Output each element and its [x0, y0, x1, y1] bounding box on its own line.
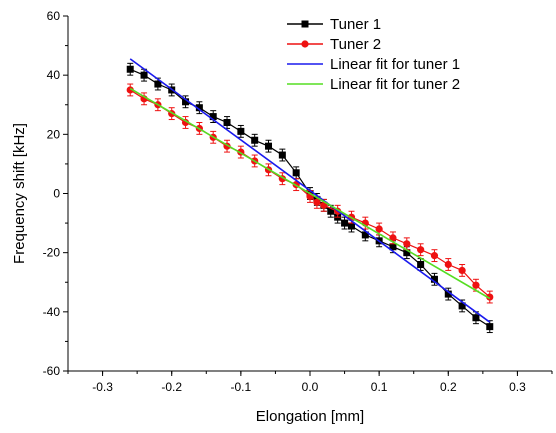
- data-point: [444, 290, 452, 298]
- data-point: [223, 119, 231, 126]
- x-tick-label: 0.1: [371, 380, 388, 394]
- data-point: [361, 231, 369, 239]
- data-point: [458, 266, 466, 275]
- legend: Tuner 1 Tuner 2 Linear fit for tuner 1 Line…: [287, 16, 460, 93]
- data-point: [403, 240, 411, 248]
- data-point: [126, 65, 134, 73]
- x-axis-title: Elongation [mm]: [256, 408, 364, 425]
- data-point: [265, 142, 273, 150]
- legend-label: Tuner 1: [330, 16, 381, 33]
- data-point: [389, 243, 397, 251]
- data-point: [182, 98, 190, 106]
- data-point: [195, 104, 203, 112]
- series-line: [129, 58, 491, 323]
- y-axis-title: Frequency shift [kHz]: [11, 123, 28, 264]
- data-point: [154, 80, 162, 88]
- data-point: [444, 260, 452, 269]
- y-tick-label: -20: [43, 246, 61, 260]
- legend-label: Tuner 2: [330, 36, 381, 53]
- data-point: [375, 225, 383, 233]
- y-tick-label: 20: [47, 127, 61, 141]
- data-point: [389, 234, 397, 242]
- data-point: [347, 222, 355, 230]
- x-tick-label: -0.2: [161, 380, 182, 394]
- legend-label: Linear fit for tuner 1: [330, 56, 460, 73]
- legend-label: Linear fit for tuner 2: [330, 76, 460, 93]
- data-point: [237, 127, 245, 135]
- data-point: [327, 207, 335, 215]
- data-point: [341, 219, 349, 227]
- data-point: [430, 252, 439, 260]
- data-point: [209, 113, 217, 121]
- y-tick-label: 40: [47, 68, 61, 82]
- plot-area: [126, 58, 494, 334]
- y-tick-label: 0: [53, 187, 60, 201]
- y-tick-label: 60: [47, 9, 61, 23]
- data-point: [472, 281, 480, 289]
- data-point: [292, 169, 300, 177]
- data-point: [126, 86, 134, 94]
- data-point: [278, 151, 286, 159]
- legend-marker: [301, 20, 309, 28]
- data-point: [417, 261, 425, 268]
- series-line: [129, 87, 491, 300]
- x-tick-label: 0.3: [509, 380, 526, 394]
- data-point: [458, 302, 466, 310]
- data-point: [403, 249, 411, 257]
- legend-marker: [301, 40, 309, 48]
- x-tick-label: -0.1: [231, 380, 252, 394]
- y-tick-label: -40: [43, 305, 61, 319]
- x-tick-label: -0.3: [92, 380, 113, 394]
- data-point: [486, 293, 494, 301]
- y-tick-label: -60: [43, 364, 61, 378]
- data-point: [313, 198, 321, 206]
- data-point: [417, 246, 425, 254]
- data-point: [181, 118, 190, 127]
- axes: -0.3 -0.2 -0.1 0.0 0.1 0.2 0.3 -60 -40 -20 0 20 40 60: [43, 9, 553, 394]
- x-tick-label: 0.2: [440, 380, 457, 394]
- data-point: [140, 71, 148, 79]
- data-point: [430, 275, 438, 283]
- data-point: [251, 136, 259, 144]
- data-point: [472, 314, 480, 322]
- data-point: [486, 323, 494, 331]
- x-tick-label: 0.0: [302, 380, 319, 394]
